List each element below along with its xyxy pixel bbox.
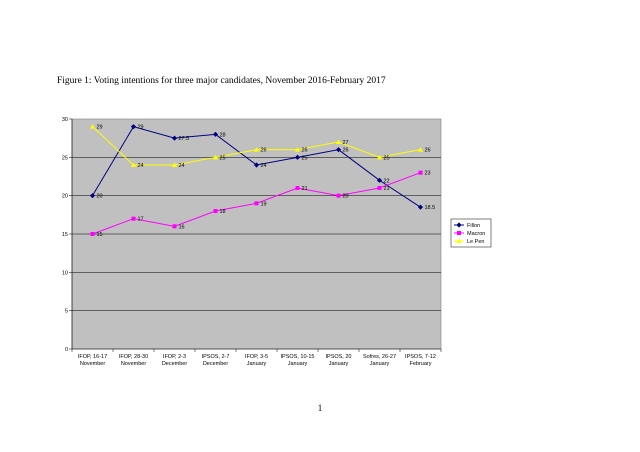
data-point xyxy=(171,135,178,141)
y-tick-label: 30 xyxy=(62,117,68,123)
series-group: 202927.5282425262218.5151716181921202123… xyxy=(89,124,436,238)
data-point xyxy=(254,201,259,206)
x-tick-label: December xyxy=(203,361,229,367)
data-label: 26 xyxy=(425,148,431,154)
legend-marker xyxy=(456,222,462,228)
gridlines xyxy=(72,157,441,311)
data-point xyxy=(335,139,342,144)
data-label: 17 xyxy=(138,217,144,223)
data-point xyxy=(212,154,219,160)
legend-label: Macron xyxy=(467,231,485,237)
data-point xyxy=(130,124,137,130)
data-point xyxy=(335,147,342,153)
data-point xyxy=(376,177,383,183)
x-tick-label: IPSOS, 7-12 xyxy=(405,354,436,360)
data-point xyxy=(253,147,260,152)
data-label: 18.5 xyxy=(425,205,436,211)
data-label: 27.5 xyxy=(179,136,190,142)
data-label: 28 xyxy=(220,132,226,138)
x-tick-label: January xyxy=(329,361,349,367)
data-label: 26 xyxy=(261,148,267,154)
y-tick-label: 5 xyxy=(65,309,68,315)
figure-caption: Figure 1: Voting intentions for three ma… xyxy=(57,76,386,86)
data-label: 21 xyxy=(384,186,390,192)
data-point xyxy=(171,162,178,167)
data-label: 25 xyxy=(384,155,390,161)
data-point xyxy=(417,147,424,152)
x-tick-label: December xyxy=(162,361,188,367)
x-tick-label: February xyxy=(409,361,431,367)
data-point xyxy=(90,232,95,236)
data-point xyxy=(295,186,300,190)
series-macron: 15 17 16 18 19 21 20 21 23 xyxy=(90,170,431,238)
page-number: 1 xyxy=(317,403,323,413)
x-tick-label: January xyxy=(370,361,390,367)
data-point xyxy=(131,216,136,221)
data-point xyxy=(89,124,96,129)
data-label: 26 xyxy=(302,148,308,154)
legend: Fillon Macron Le Pen xyxy=(450,218,492,248)
data-point xyxy=(130,162,137,167)
data-label: 15 xyxy=(97,232,103,238)
data-label: 24 xyxy=(261,163,267,169)
data-point xyxy=(376,154,383,160)
data-label: 27 xyxy=(343,140,349,146)
x-tick-label: IFOP, 28-30 xyxy=(119,354,148,360)
data-label: 29 xyxy=(97,125,103,131)
data-point xyxy=(336,193,341,198)
legend-marker xyxy=(456,238,462,243)
data-point xyxy=(377,186,382,190)
data-point xyxy=(418,170,423,175)
y-tick-label: 10 xyxy=(62,270,68,276)
data-point xyxy=(89,193,96,199)
x-tick-label: IPSOS, 20 xyxy=(326,354,352,360)
data-label: 24 xyxy=(138,163,144,169)
y-tick-label: 15 xyxy=(62,232,68,238)
data-point xyxy=(212,131,219,137)
data-point xyxy=(417,204,424,210)
data-label: 20 xyxy=(97,194,103,200)
data-label: 18 xyxy=(220,209,226,215)
x-tick-label: IPSOS, 10-15 xyxy=(281,354,315,360)
x-tick-label: IFOP, 16-17 xyxy=(78,354,107,360)
data-label: 25 xyxy=(220,155,226,161)
data-point xyxy=(172,224,177,229)
x-tick-label: November xyxy=(121,361,147,367)
data-label: 23 xyxy=(425,171,431,177)
x-tick-label: January xyxy=(247,361,267,367)
data-point xyxy=(294,154,301,160)
x-tick-label: IPSOS, 2-7 xyxy=(202,354,230,360)
data-label: 25 xyxy=(302,155,308,161)
data-point xyxy=(213,209,218,213)
y-axis: 0 5 10 15 20 25 30 xyxy=(62,117,73,353)
data-label: 26 xyxy=(343,148,349,154)
y-tick-label: 0 xyxy=(65,347,68,353)
legend-label: Fillon xyxy=(467,223,480,229)
legend-marker xyxy=(457,231,461,235)
data-label: 20 xyxy=(343,194,349,200)
data-label: 21 xyxy=(302,186,308,192)
data-label: 16 xyxy=(179,224,185,230)
y-tick-label: 20 xyxy=(62,194,68,200)
y-tick-label: 25 xyxy=(62,155,68,161)
data-label: 19 xyxy=(261,201,267,207)
data-label: 24 xyxy=(179,163,185,169)
data-label: 29 xyxy=(138,125,144,131)
data-point xyxy=(294,147,301,152)
x-tick-label: November xyxy=(80,361,106,367)
x-tick-label: IFOP, 2-3 xyxy=(163,354,186,360)
x-tick-label: Sofres, 26-27 xyxy=(363,354,396,360)
x-tick-label: IFOP, 3-5 xyxy=(245,354,268,360)
legend-label: Le Pen xyxy=(467,239,484,245)
data-point xyxy=(253,162,260,168)
data-label: 22 xyxy=(384,178,390,184)
x-tick-label: January xyxy=(288,361,308,367)
